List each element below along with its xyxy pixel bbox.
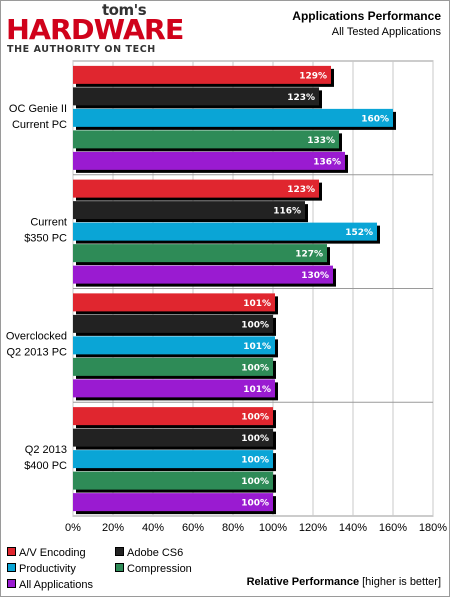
x-tick-label: 20% <box>102 522 124 534</box>
legend-label: A/V Encoding <box>19 547 86 559</box>
chart-subtitle: All Tested Applications <box>331 26 441 38</box>
x-tick-label: 120% <box>299 522 327 534</box>
legend-label: Adobe CS6 <box>127 547 184 559</box>
x-tick-label: 180% <box>419 522 447 534</box>
bar <box>73 293 275 312</box>
x-tick-label: 40% <box>142 522 164 534</box>
chart-title: Applications Performance <box>292 9 441 23</box>
bar-value-label: 100% <box>241 320 269 330</box>
legend-item: All Applications <box>7 579 93 591</box>
legend-label: Compression <box>127 563 192 575</box>
bar <box>73 428 273 447</box>
bar-value-label: 133% <box>307 136 335 146</box>
bar <box>73 357 273 376</box>
logo-hardware-text: HARDWARE <box>6 13 184 46</box>
group-label: Current <box>30 217 67 229</box>
toms-hardware-logo: tom's HARDWARE THE AUTHORITY ON TECH <box>6 1 184 55</box>
legend-swatch <box>115 563 124 572</box>
x-axis-label-main: Relative Performance <box>246 576 360 588</box>
legend-swatch <box>7 579 16 588</box>
bar <box>73 87 319 106</box>
group-label: Q2 2013 <box>25 444 67 456</box>
bar <box>73 244 327 263</box>
bar <box>73 471 273 490</box>
bar-value-label: 101% <box>243 342 271 352</box>
bar-value-label: 100% <box>241 499 269 509</box>
x-tick-label: 160% <box>379 522 407 534</box>
bar <box>73 222 377 241</box>
legend-swatch <box>7 563 16 572</box>
x-tick-label: 100% <box>259 522 287 534</box>
bar <box>73 65 331 84</box>
bar <box>73 379 275 398</box>
logo-toms-text: tom's <box>102 1 147 19</box>
legend-label: All Applications <box>19 579 93 591</box>
legend-item: A/V Encoding <box>7 547 86 559</box>
bar <box>73 108 393 127</box>
bar-value-label: 129% <box>299 71 327 81</box>
bar-value-label: 130% <box>301 271 329 281</box>
bar <box>73 201 305 220</box>
bar-value-label: 101% <box>243 299 271 309</box>
x-tick-label: 0% <box>65 522 81 534</box>
legend-item: Compression <box>115 563 192 575</box>
bar <box>73 450 273 469</box>
bar-value-label: 100% <box>241 477 269 487</box>
x-axis-label: Relative Performance [higher is better] <box>247 576 441 588</box>
bar <box>73 130 339 149</box>
bar-value-label: 123% <box>287 185 315 195</box>
legend-item: Productivity <box>7 563 76 575</box>
x-tick-label: 60% <box>182 522 204 534</box>
bar <box>73 407 273 426</box>
group-label: Current PC <box>12 119 67 131</box>
legend-label: Productivity <box>19 563 76 575</box>
x-tick-label: 80% <box>222 522 244 534</box>
bar-value-label: 152% <box>345 228 373 238</box>
bar-value-label: 100% <box>241 434 269 444</box>
bar-value-label: 101% <box>243 385 271 395</box>
x-tick-label: 140% <box>339 522 367 534</box>
bar-value-label: 116% <box>273 207 301 217</box>
bar-value-label: 127% <box>295 250 323 260</box>
bar <box>73 336 275 355</box>
legend-item: Adobe CS6 <box>115 547 183 559</box>
bar <box>73 151 345 170</box>
x-axis-label-note: [higher is better] <box>362 576 441 588</box>
bar <box>73 179 319 198</box>
logo-tagline: THE AUTHORITY ON TECH <box>7 44 156 55</box>
bar-value-label: 123% <box>287 93 315 103</box>
bar-value-label: 136% <box>313 157 341 167</box>
bar <box>73 265 333 284</box>
group-label: $400 PC <box>24 460 67 472</box>
legend-swatch <box>115 547 124 556</box>
bar <box>73 314 273 333</box>
group-label: OC Genie II <box>9 103 67 115</box>
bar <box>73 493 273 512</box>
bar-value-label: 100% <box>241 363 269 373</box>
group-label: Overclocked <box>6 330 67 342</box>
group-label: Q2 2013 PC <box>6 346 67 358</box>
group-label: $350 PC <box>24 233 67 245</box>
legend-swatch <box>7 547 16 556</box>
bar-value-label: 100% <box>241 456 269 466</box>
bar-value-label: 100% <box>241 413 269 423</box>
bar-value-label: 160% <box>361 114 389 124</box>
